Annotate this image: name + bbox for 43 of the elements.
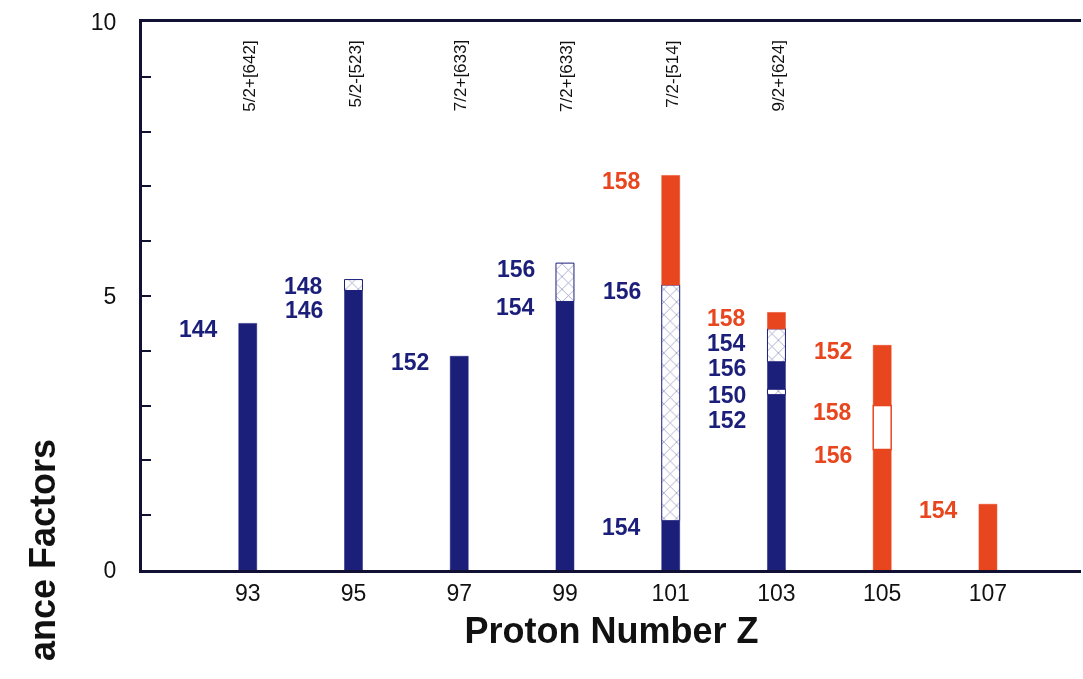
annotation: 152: [391, 349, 430, 375]
annotation: 156: [603, 278, 642, 304]
bar: [449, 356, 469, 570]
bar: [767, 312, 786, 330]
y-tick-label: 5: [103, 283, 117, 310]
annotation: 146: [285, 297, 324, 323]
annotation: 156: [497, 256, 536, 282]
bar: [767, 394, 786, 570]
x-tick-label: 107: [968, 579, 1008, 606]
x-axis-title: Proton Number Z: [464, 610, 759, 652]
annotation: 148: [284, 273, 323, 299]
x-tick-label: 97: [446, 579, 473, 606]
annotation: 150: [708, 382, 747, 408]
annotation: 152: [814, 338, 853, 364]
y-axis-title: ance Factors: [22, 438, 63, 661]
annotation: 5/2-[523]: [345, 40, 365, 108]
annotation: 154: [707, 330, 746, 356]
annotation: 152: [708, 407, 747, 433]
x-tick-label: 95: [340, 579, 367, 606]
y-tick-label: 0: [103, 557, 117, 584]
annotation: 154: [496, 294, 535, 320]
annotation: 144: [179, 316, 218, 342]
annotation: 156: [814, 442, 853, 468]
annotation: 154: [602, 514, 641, 540]
bar: [661, 175, 680, 286]
bar: [238, 323, 257, 570]
annotation: 158: [813, 399, 852, 425]
annotation: 7/2+[633]: [451, 39, 471, 112]
x-tick-label: 99: [552, 579, 578, 606]
annotation: 5/2+[642]: [239, 40, 259, 112]
bar: [978, 503, 998, 570]
annotation: 156: [708, 355, 747, 381]
annotation: 9/2+[624]: [768, 40, 788, 112]
annotation: 158: [602, 168, 641, 194]
annotation: 7/2-[514]: [662, 40, 682, 108]
x-tick-label: 93: [234, 579, 261, 606]
x-tick-label: 105: [863, 579, 902, 606]
x-tick-label: 101: [651, 579, 690, 606]
annotation: 154: [919, 497, 958, 523]
x-tick-label: 103: [757, 579, 796, 606]
y-tick-label: 10: [90, 9, 117, 36]
annotation: 7/2+[633]: [557, 40, 577, 112]
annotation: 158: [707, 305, 746, 331]
